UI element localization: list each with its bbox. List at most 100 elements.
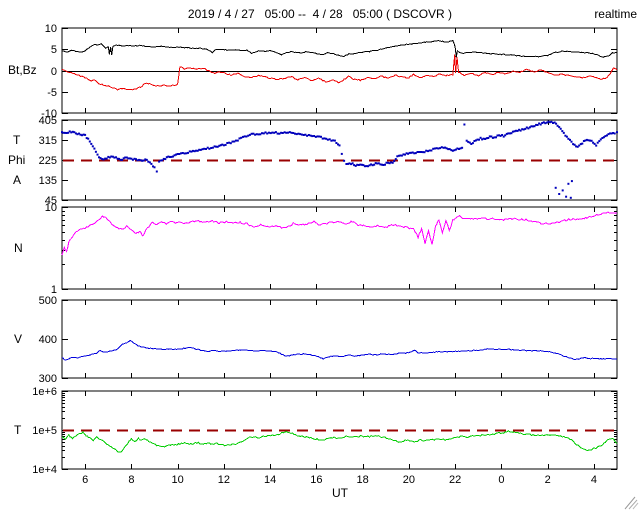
- series-Phi-dot: [397, 154, 400, 157]
- series-Phi-dot: [400, 154, 403, 157]
- series-Phi-dot: [458, 148, 460, 150]
- series-Phi-dot: [414, 152, 417, 155]
- series-Phi-dot: [148, 161, 151, 164]
- series-Phi-dot: [323, 137, 326, 140]
- series-Phi-low-outliers-dot: [565, 195, 568, 198]
- series-Phi-dot: [552, 122, 554, 124]
- series-Phi-dot: [532, 125, 534, 128]
- series-Phi-dot: [309, 134, 312, 137]
- series-Phi-dot: [300, 133, 303, 136]
- series-Phi-dot: [259, 133, 262, 136]
- series-Phi-dot: [613, 132, 616, 135]
- series-Phi-dot: [502, 135, 505, 138]
- series-Phi-low-outliers-dot: [567, 182, 570, 185]
- series-Phi-dot: [501, 134, 504, 136]
- series-Phi-dot: [238, 137, 241, 140]
- series-Phi-dot: [285, 131, 288, 134]
- series-Phi-dot: [64, 131, 67, 134]
- plot-title: 2019 / 4 / 27 05:00 -- 4 / 28 05:00 ( DS…: [187, 7, 453, 21]
- x-tick-label: 16: [310, 474, 322, 486]
- series-Phi-dot: [152, 165, 154, 168]
- series-Phi-dot: [91, 145, 94, 148]
- series-Phi-dot: [510, 132, 513, 135]
- series-Phi-dot: [421, 151, 424, 154]
- series-Phi-dot: [116, 157, 119, 160]
- series-Phi-dot: [601, 137, 604, 139]
- series-Phi-dot: [235, 139, 237, 142]
- series-Phi-dot: [245, 135, 248, 138]
- series-Phi-dot: [592, 141, 595, 144]
- series-Phi-dot: [382, 164, 385, 166]
- series-Phi-dot: [474, 139, 477, 142]
- series-Phi-dot: [347, 162, 349, 165]
- series-Phi-dot: [87, 137, 90, 140]
- series-Phi-dot: [484, 138, 487, 140]
- series-Phi-dot: [108, 156, 111, 159]
- phi-panel-ytick-label: 405: [39, 115, 57, 127]
- series-Phi-dot: [153, 166, 156, 169]
- series-Phi-dot: [559, 127, 562, 130]
- series-Phi-dot: [433, 147, 436, 150]
- x-tick-label: 0: [498, 474, 504, 486]
- series-Phi-dot: [435, 147, 438, 150]
- series-Phi-dot: [530, 125, 533, 128]
- series-Phi-dot: [208, 147, 211, 150]
- series-Phi-dot: [365, 165, 368, 168]
- series-Phi-dot: [316, 135, 319, 138]
- series-Phi-dot: [121, 158, 124, 161]
- series-Phi-dot: [338, 144, 341, 147]
- x-tick-label: 20: [403, 474, 415, 486]
- resize-grip[interactable]: [619, 493, 639, 511]
- series-Phi-dot: [463, 123, 466, 126]
- series-Phi-dot: [496, 134, 499, 137]
- series-Phi-dot: [294, 132, 296, 135]
- series-Phi-dot: [522, 128, 525, 131]
- series-Phi-dot: [262, 132, 265, 135]
- series-Phi-dot: [519, 129, 522, 132]
- series-Phi-dot: [206, 146, 209, 149]
- series-Phi-dot: [172, 155, 174, 158]
- series-Phi-dot: [162, 157, 165, 160]
- series-Phi-dot: [150, 162, 153, 165]
- series-Phi-dot: [573, 143, 576, 146]
- series-Phi-dot: [196, 149, 199, 152]
- series-Phi-dot: [297, 132, 300, 135]
- series-Phi-dot: [468, 141, 471, 144]
- series-Phi-dot: [428, 149, 431, 152]
- series-Phi-dot: [356, 163, 359, 166]
- series-Phi-dot: [488, 135, 491, 138]
- series-Phi-dot: [550, 120, 553, 123]
- x-tick-label: 8: [128, 474, 134, 486]
- series-Phi-dot: [141, 159, 144, 162]
- series-Phi-dot: [82, 133, 85, 136]
- n-panel-frame: [61, 206, 618, 290]
- series-Phi-dot: [539, 123, 542, 126]
- series-Phi-dot: [93, 147, 96, 150]
- series-Phi-dot: [306, 134, 309, 137]
- series-Phi-dot: [222, 144, 225, 147]
- series-Bt-trace: [61, 39, 618, 58]
- series-Phi-dot: [159, 159, 162, 162]
- series-Phi-dot: [467, 140, 470, 143]
- series-Phi-low-outliers-dot: [561, 189, 564, 192]
- series-Phi-dot: [351, 162, 354, 165]
- series-Phi-dot: [96, 153, 99, 156]
- series-Phi-dot: [518, 128, 521, 131]
- series-Phi-dot: [115, 156, 117, 159]
- series-Phi-dot: [553, 121, 556, 124]
- series-Phi-dot: [393, 160, 396, 163]
- series-Phi-dot: [343, 159, 346, 162]
- series-Phi-dot: [610, 132, 613, 135]
- series-Phi-dot: [274, 131, 277, 134]
- series-Phi-dot: [354, 164, 357, 167]
- series-Bz-trace: [61, 54, 618, 91]
- series-Phi-dot: [195, 149, 198, 152]
- x-tick-label: 12: [218, 474, 230, 486]
- series-Phi-dot: [205, 148, 207, 150]
- series-Phi-dot: [266, 132, 269, 135]
- series-Phi-dot: [578, 144, 581, 147]
- series-Phi-dot: [379, 163, 382, 166]
- series-Phi-dot: [199, 148, 202, 151]
- series-Phi-dot: [516, 129, 519, 132]
- series-Phi-dot: [158, 160, 161, 163]
